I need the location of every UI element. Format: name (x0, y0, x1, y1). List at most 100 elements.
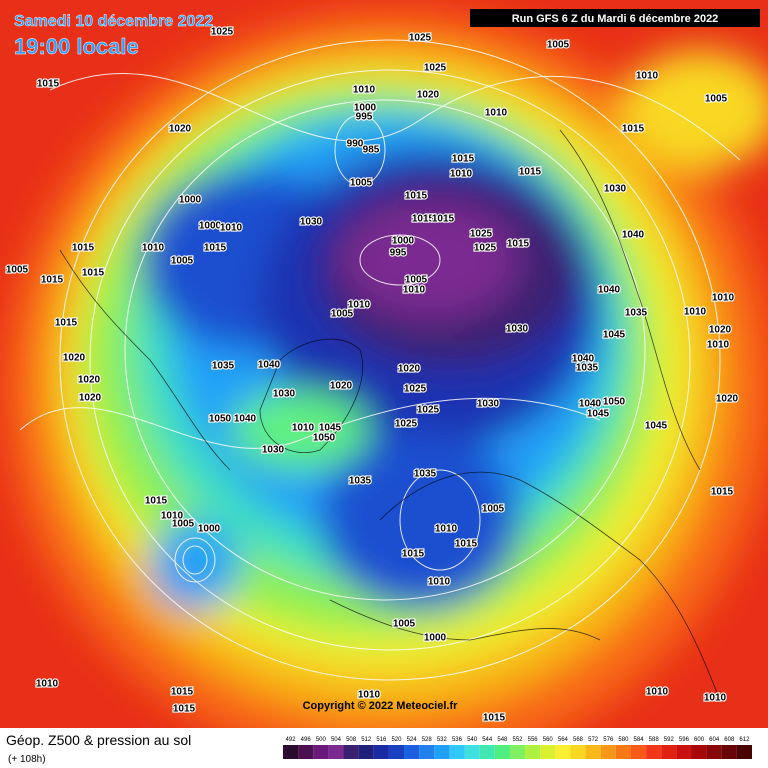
isobar-label: 1035 (349, 476, 372, 487)
isobar-label: 1005 (172, 519, 195, 530)
scale-label: 536 (452, 737, 463, 743)
scale-label: 524 (407, 737, 418, 743)
isobar-label: 1010 (348, 300, 371, 311)
isobar-label: 1005 (482, 504, 505, 515)
scale-label: 580 (618, 737, 629, 743)
scale-label: 532 (437, 737, 448, 743)
isobar-label: 1015 (55, 318, 78, 329)
isobar-label: 1040 (572, 354, 595, 365)
isobar-label: 1030 (604, 184, 627, 195)
scale-swatch (404, 745, 420, 759)
isobar-label: 1020 (78, 375, 101, 386)
isobar-label: 1010 (450, 169, 473, 180)
scale-label: 552 (512, 737, 523, 743)
scale-label: 568 (573, 737, 584, 743)
isobar-label: 1015 (622, 124, 645, 135)
isobar-label: 1000 (198, 524, 221, 535)
isobar-label: 1005 (547, 40, 570, 51)
scale-label: 520 (391, 737, 402, 743)
isobar-label: 1015 (452, 154, 475, 165)
isobar-label: 990 (347, 139, 364, 150)
scale-label: 508 (346, 737, 357, 743)
run-label: Run GFS 6 Z du Mardi 6 décembre 2022 (512, 13, 719, 25)
isobar-label: 1015 (82, 268, 105, 279)
isobar-label: 1030 (300, 217, 323, 228)
isobar-label: 1020 (330, 381, 353, 392)
isobar-label: 1010 (704, 693, 727, 704)
scale-swatch (555, 745, 571, 759)
isobar-label: 1015 (145, 496, 168, 507)
scale-label: 540 (467, 737, 478, 743)
scale-label: 556 (528, 737, 539, 743)
scale-swatch (419, 745, 435, 759)
scale-swatch (600, 745, 616, 759)
scale-swatch (298, 745, 314, 759)
scale-label: 528 (422, 737, 433, 743)
isobar-label: 1025 (409, 33, 432, 44)
isobar-label: 1005 (6, 265, 29, 276)
isobar-label: 1015 (519, 167, 542, 178)
scale-swatch (585, 745, 601, 759)
scale-swatch (328, 745, 344, 759)
scale-swatch (646, 745, 662, 759)
isobar-label: 1025 (424, 63, 447, 74)
isobar-label: 1015 (72, 243, 95, 254)
scale-label: 584 (634, 737, 645, 743)
isobar-label: 1005 (705, 94, 728, 105)
isobar-label: 1040 (258, 360, 281, 371)
scale-label: 604 (709, 737, 720, 743)
isobar-label: 1010 (161, 511, 184, 522)
scale-swatch (343, 745, 359, 759)
scale-label: 572 (588, 737, 599, 743)
isobar-label: 1010 (428, 577, 451, 588)
isobar-label: 1015 (37, 79, 60, 90)
isobar-label: 1040 (622, 230, 645, 241)
isobar-label: 1015 (432, 214, 455, 225)
scale-label: 596 (679, 737, 690, 743)
scale-swatch (283, 745, 299, 759)
scale-swatch (706, 745, 722, 759)
scale-swatch (525, 745, 541, 759)
isobar-label: 1000 (354, 103, 377, 114)
scale-swatch (313, 745, 329, 759)
isobar-label: 995 (390, 248, 407, 259)
isobar-label: 1035 (576, 363, 599, 374)
isobar-label: 1015 (171, 687, 194, 698)
scale-swatch (676, 745, 692, 759)
scale-swatch (661, 745, 677, 759)
footer-lead: (+ 108h) (8, 754, 46, 765)
isobar-label: 1015 (711, 487, 734, 498)
isobar-label: 1050 (313, 433, 336, 444)
isobar-label: 1005 (171, 256, 194, 267)
isobar-label: 1015 (455, 539, 478, 550)
scale-label: 544 (482, 737, 493, 743)
isobar-label: 1040 (234, 414, 257, 425)
scale-label: 588 (649, 737, 660, 743)
isobar-label: 1040 (579, 399, 602, 410)
isobar-label: 1010 (353, 85, 376, 96)
isobar-label: 1035 (212, 361, 235, 372)
scale-label: 504 (331, 737, 342, 743)
isobar-label: 1005 (405, 275, 428, 286)
date-label: Samedi 10 décembre 2022 (14, 13, 213, 30)
isobar-label: 1010 (36, 679, 59, 690)
scale-label: 516 (376, 737, 387, 743)
scale-label: 592 (664, 737, 675, 743)
scale-swatch (509, 745, 526, 759)
isobar-label: 1005 (331, 309, 354, 320)
isobar-label: 1010 (485, 108, 508, 119)
scale-swatch (736, 745, 752, 759)
isobar-label: 1025 (470, 229, 493, 240)
scale-swatch (449, 745, 465, 759)
isobar-label: 1020 (79, 393, 102, 404)
isobar-label: 1010 (142, 243, 165, 254)
copyright: Copyright © 2022 Meteociel.fr (303, 700, 459, 712)
isobar-label: 1030 (477, 399, 500, 410)
scale-swatch (540, 745, 556, 759)
scale-label: 608 (724, 737, 735, 743)
isobar-label: 1030 (273, 389, 296, 400)
isobar-label: 995 (356, 112, 373, 123)
isobar-label: 1020 (716, 394, 739, 405)
isobar-label: 1005 (393, 619, 416, 630)
